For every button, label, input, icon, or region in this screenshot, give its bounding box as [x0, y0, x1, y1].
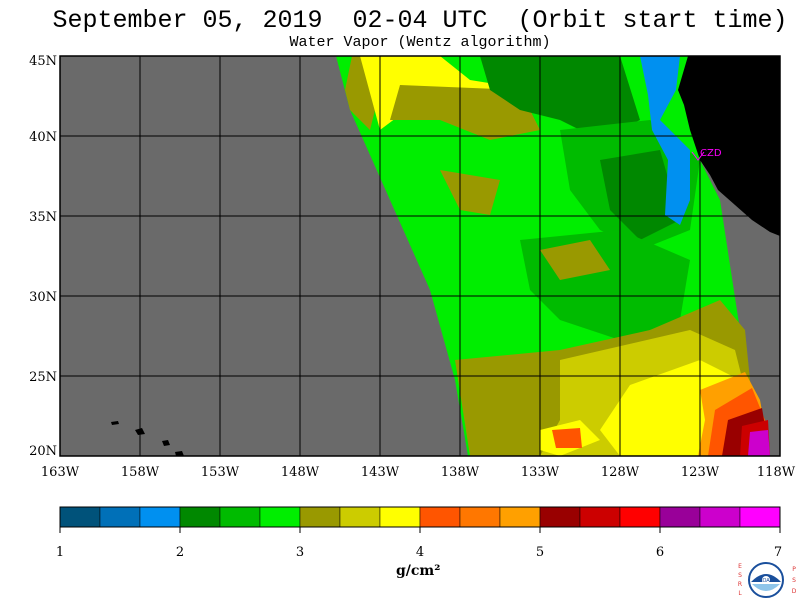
colorbar-tick-label: 2	[176, 545, 184, 560]
lat-lon-grid	[60, 56, 780, 456]
colorbar-swatch	[59, 506, 101, 528]
logo-letter: R	[738, 581, 742, 588]
lat-label: 35N	[29, 210, 57, 225]
colorbar-ticks	[59, 527, 781, 533]
lon-labels: 163W 158W 153W 148W 143W 138W 133W 128W …	[41, 465, 796, 480]
map-title: September 05, 2019 02-04 UTC (Orbit star…	[52, 6, 788, 35]
colorbar-swatch	[699, 506, 741, 528]
colorbar-tick-label: 5	[536, 545, 544, 560]
lon-label: 138W	[441, 465, 480, 480]
colorbar-swatch	[259, 506, 301, 528]
logo-letter: S	[792, 577, 796, 584]
lat-labels: 45N 40N 35N 30N 25N 20N	[29, 54, 57, 459]
colorbar-tick-label: 7	[774, 545, 782, 560]
station-label: CZD	[700, 148, 722, 159]
land-mass	[678, 56, 780, 236]
lon-label: 118W	[757, 465, 796, 480]
colorbar-tick-label: 1	[56, 545, 64, 560]
logo-letter: S	[738, 572, 742, 579]
colorbar-labels: 1 2 3 4 5 6 7	[56, 545, 782, 560]
hawaii-islands	[111, 421, 184, 456]
map-subtitle: Water Vapor (Wentz algorithm)	[289, 34, 551, 51]
colorbar-swatch	[339, 506, 381, 528]
colorbar-swatch	[659, 506, 701, 528]
colorbar-swatch	[139, 506, 181, 528]
lat-label: 20N	[29, 444, 57, 459]
logo-letter: E	[738, 563, 742, 570]
colorbar-frame	[59, 506, 781, 528]
lat-label: 45N	[29, 54, 57, 69]
lon-label: 133W	[521, 465, 560, 480]
lon-label: 163W	[41, 465, 80, 480]
colorbar-swatch	[499, 506, 541, 528]
colorbar-swatch	[419, 506, 461, 528]
lat-label: 30N	[29, 290, 57, 305]
lon-label: 123W	[681, 465, 720, 480]
colorbar-swatch	[179, 506, 221, 528]
lat-label: 40N	[29, 130, 57, 145]
logo-letter: L	[738, 590, 742, 597]
logo-letter: D	[792, 588, 797, 595]
colorbar-swatch	[459, 506, 501, 528]
colorbar-tick-label: 3	[296, 545, 304, 560]
colorbar-swatch	[379, 506, 421, 528]
lon-label: 148W	[281, 465, 320, 480]
lon-label: 143W	[361, 465, 400, 480]
lon-label: 153W	[201, 465, 240, 480]
colorbar-swatch	[219, 506, 261, 528]
colorbar-swatch	[739, 506, 781, 528]
colorbar-tick-label: 4	[416, 545, 424, 560]
units-label: g/cm²	[396, 563, 441, 579]
water-vapor-map: CZD 45N 40N 35N 30N 25N 20N 163W 158W 15…	[29, 54, 796, 480]
colorbar-swatch	[619, 506, 661, 528]
noaa-text: NOAA	[759, 578, 774, 584]
map-frame	[59, 55, 781, 457]
station-marker: CZD	[691, 148, 722, 161]
colorbar-swatch	[299, 506, 341, 528]
lat-label: 25N	[29, 370, 57, 385]
colorbar-swatch	[99, 506, 141, 528]
noaa-logo: NOAA E S R L P S D	[738, 562, 797, 598]
lon-label: 128W	[601, 465, 640, 480]
lon-label: 158W	[121, 465, 160, 480]
colorbar-swatch	[539, 506, 581, 528]
blue-plume	[640, 56, 690, 225]
logo-letter: P	[792, 566, 796, 573]
colorbar-tick-label: 6	[656, 545, 664, 560]
colorbar-swatches	[59, 506, 781, 528]
colorbar-swatch	[579, 506, 621, 528]
